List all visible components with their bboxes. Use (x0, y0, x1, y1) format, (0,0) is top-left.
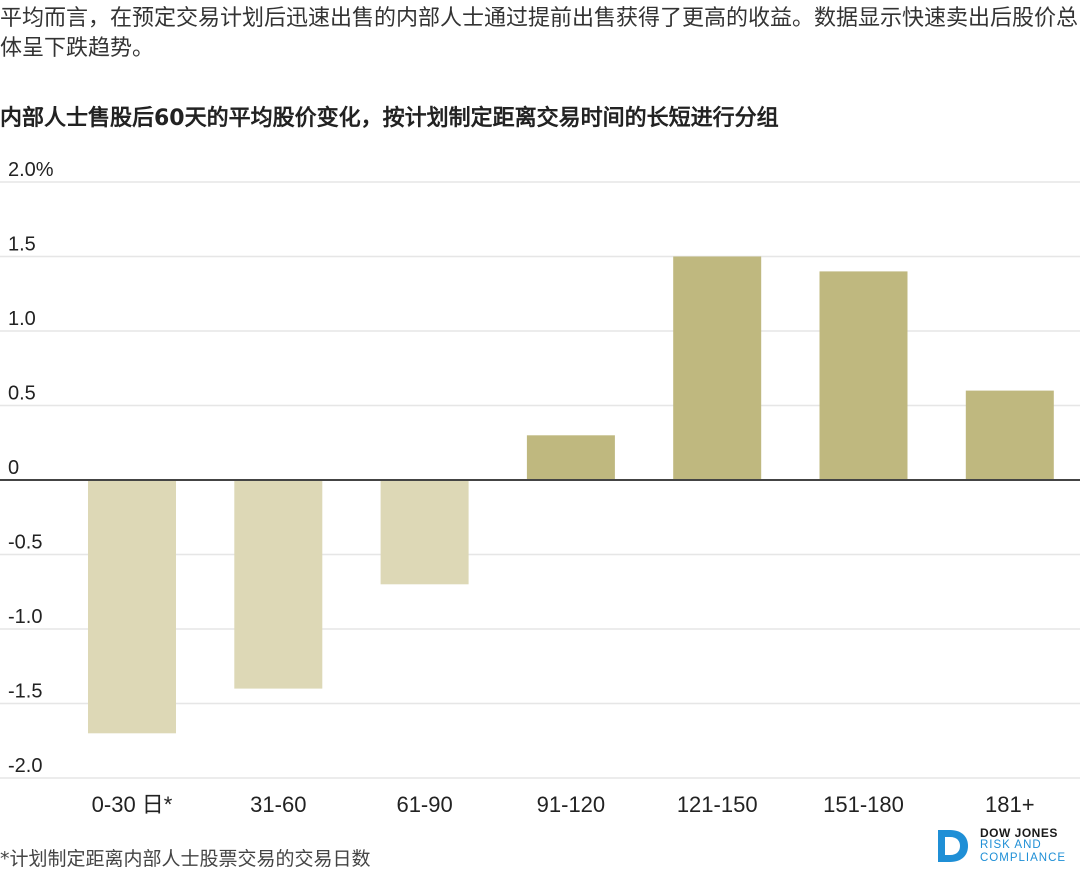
y-axis-ticks: 2.0% 1.5 1.0 0.5 0 -0.5 -1.0 -1.5 -2.0 (8, 159, 54, 777)
x-axis-ticks: 0-30 日* 31-60 61-90 91-120 121-150 151-180 181… (92, 792, 1035, 817)
y-tick-label: 0 (8, 457, 19, 479)
y-tick-label: -2.0 (8, 755, 42, 777)
y-tick-label: -1.5 (8, 681, 42, 703)
y-tick-label: 0.5 (8, 383, 36, 405)
logo-line-2a: RISK AND (980, 839, 1042, 851)
bar-31-60 (234, 480, 323, 689)
bar-chart: 2.0% 1.5 1.0 0.5 0 -0.5 -1.0 -1.5 -2.0 0-30 日* 31… (0, 159, 1080, 817)
logo-d-icon (938, 830, 968, 862)
y-tick-label: -1.0 (8, 606, 42, 628)
y-tick-label: 1.5 (8, 234, 36, 256)
chart-title: 内部人士售股后60天的平均股价变化，按计划制定距离交易时间的长短进行分组 (0, 106, 779, 131)
logo-line-2: RISK AND COMPLIANCE (980, 839, 1066, 865)
bar-61-90 (380, 480, 469, 585)
gridlines (0, 181, 1080, 779)
bar-151-180 (819, 271, 908, 480)
logo-line-2b: COMPLIANCE (980, 852, 1067, 864)
logo-line-1: DOW JONES (980, 826, 1058, 840)
bar-91-120 (526, 435, 615, 480)
x-tick-label: 31-60 (250, 792, 306, 817)
y-tick-label: -0.5 (8, 532, 42, 554)
x-tick-label: 181+ (985, 792, 1035, 817)
dow-jones-logo: DOW JONES RISK AND COMPLIANCE (936, 826, 1076, 866)
footnote: *计划制定距离内部人士股票交易的交易日数 (0, 848, 371, 870)
x-tick-label: 121-150 (677, 792, 758, 817)
y-tick-label: 2.0% (8, 159, 54, 181)
bars (88, 256, 1054, 734)
x-tick-label: 151-180 (823, 792, 904, 817)
bar-181+ (965, 390, 1054, 480)
intro-text: 平均而言，在预定交易计划后迅速出售的内部人士通过提前出售获得了更高的收益。数据显… (0, 6, 1079, 61)
x-tick-label: 0-30 日* (92, 792, 173, 817)
bar-121-150 (673, 256, 762, 480)
bar-0-30 日* (88, 480, 176, 734)
y-tick-label: 1.0 (8, 308, 36, 330)
x-tick-label: 91-120 (537, 792, 606, 817)
x-tick-label: 61-90 (396, 792, 452, 817)
